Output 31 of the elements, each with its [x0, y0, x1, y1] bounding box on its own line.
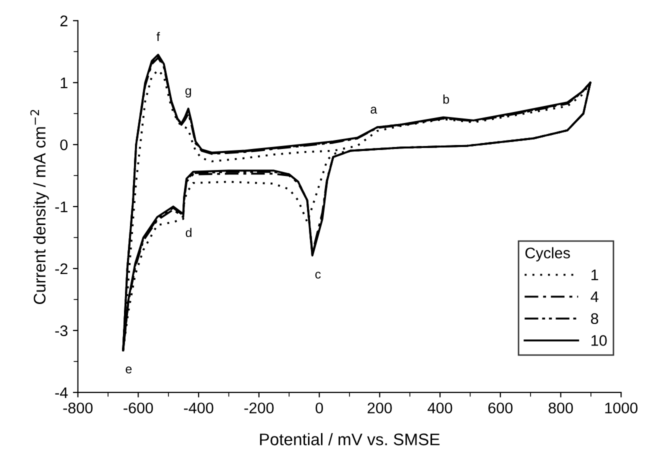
annotation: g — [185, 88, 192, 98]
annotation: c — [315, 272, 321, 279]
y-tick-label: -4 — [55, 387, 68, 398]
annotation: a — [370, 106, 378, 114]
annotation: f — [156, 32, 160, 42]
x-tick-label: -200 — [244, 402, 274, 414]
x-tick-label: -400 — [184, 402, 214, 414]
annotation: e — [126, 366, 132, 374]
x-axis-title: Potential / mV vs. SMSE — [260, 433, 440, 446]
y-tick-label: -3 — [55, 325, 68, 336]
x-tick-label: 0 — [316, 402, 323, 414]
legend-label: 10 — [592, 335, 607, 346]
x-tick-label: -600 — [124, 402, 153, 414]
x-tick-label: -800 — [63, 402, 93, 414]
y-tick-label: -1 — [55, 202, 68, 212]
annotation: d — [186, 228, 192, 238]
y-tick-label: 2 — [60, 16, 68, 26]
x-tick-label: 600 — [488, 402, 513, 414]
y-tick-label: 1 — [60, 78, 68, 88]
y-tick-label: 0 — [60, 139, 68, 150]
y-axis-title: Current density / mA cm$^{−2}$ — [30, 110, 49, 304]
annotation: b — [443, 94, 450, 104]
x-tick-label: 1000 — [605, 402, 638, 414]
x-tick-label: 800 — [548, 402, 573, 414]
legend-label: 8 — [591, 313, 598, 324]
legend-title: Cycles — [525, 247, 570, 262]
legend-label: 1 — [592, 270, 598, 280]
y-tick-label: -2 — [55, 263, 68, 274]
x-tick-label: 200 — [368, 402, 392, 414]
x-tick-label: 400 — [428, 402, 452, 414]
legend-label: 4 — [590, 292, 598, 302]
